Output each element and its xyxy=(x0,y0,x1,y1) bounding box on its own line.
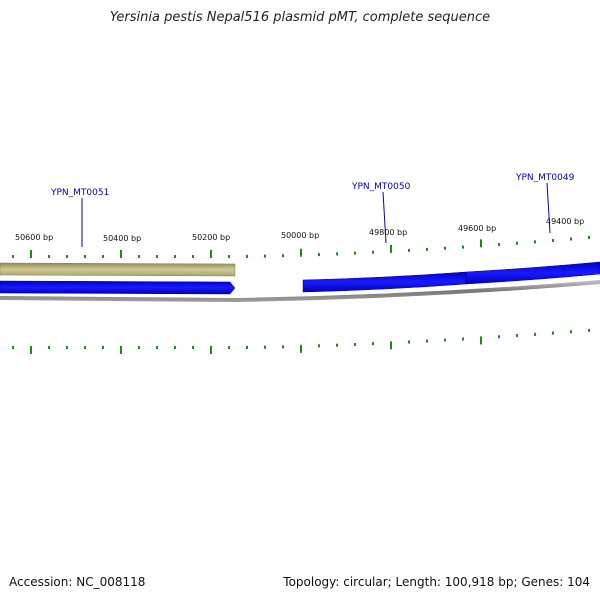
outer-tick xyxy=(534,240,536,244)
scale-label-50200: 50200 bp xyxy=(192,233,230,242)
gene-label-ypn-mt0051[interactable]: YPN_MT0051 xyxy=(50,188,109,198)
gene-label-ypn-mt0050[interactable]: YPN_MT0050 xyxy=(351,182,411,192)
outer-tick xyxy=(336,252,338,256)
topology-summary: Topology: circular; Length: 100,918 bp; … xyxy=(283,575,590,589)
outer-tick xyxy=(408,248,410,252)
map-title: Yersinia pestis Nepal516 plasmid pMT, co… xyxy=(109,10,491,25)
inner-tick xyxy=(318,344,320,348)
inner-tick xyxy=(102,346,104,349)
inner-tick xyxy=(480,336,482,345)
inner-tick xyxy=(336,343,338,347)
outer-tick xyxy=(462,245,464,249)
inner-tick xyxy=(84,346,86,349)
accession-text: Accession: NC_008118 xyxy=(9,575,146,589)
inner-tick xyxy=(174,346,176,349)
outer-tick xyxy=(192,255,194,258)
inner-tick xyxy=(408,340,410,344)
outer-tick xyxy=(570,237,572,241)
inner-scale-ticks xyxy=(12,328,590,354)
gene-arrow-ypn-mt0050[interactable] xyxy=(302,271,467,293)
inner-tick xyxy=(246,345,248,349)
inner-tick xyxy=(444,338,446,342)
outer-tick xyxy=(498,243,500,247)
scale-label-50000: 50000 bp xyxy=(281,231,319,240)
outer-scale-ticks xyxy=(12,235,590,258)
outer-tick xyxy=(516,241,518,245)
scale-label-49400: 49400 bp xyxy=(546,217,584,226)
inner-tick xyxy=(66,346,68,349)
outer-tick xyxy=(480,239,482,248)
inner-tick xyxy=(588,328,590,332)
inner-tick xyxy=(12,346,14,349)
gene-callout-ypn-mt0049 xyxy=(546,182,551,234)
outer-tick xyxy=(552,238,554,242)
scale-label-50400: 50400 bp xyxy=(103,234,141,243)
other-feature-band[interactable] xyxy=(0,262,236,277)
scale-label-50600: 50600 bp xyxy=(15,233,53,242)
outer-tick xyxy=(318,253,320,257)
inner-tick xyxy=(552,331,554,335)
scale-label-49600: 49600 bp xyxy=(458,224,496,233)
gene-label-ypn-mt0049[interactable]: YPN_MT0049 xyxy=(515,173,575,183)
outer-tick xyxy=(588,235,590,239)
outer-tick xyxy=(174,255,176,258)
outer-tick xyxy=(354,251,356,255)
outer-tick xyxy=(390,244,392,253)
inner-tick xyxy=(570,330,572,334)
scale-label-49800: 49800 bp xyxy=(369,228,407,237)
plasmid-backbone xyxy=(0,280,600,303)
outer-tick xyxy=(84,255,86,258)
inner-tick xyxy=(48,346,50,349)
outer-tick xyxy=(372,250,374,254)
outer-tick xyxy=(12,255,14,258)
inner-tick xyxy=(156,346,158,349)
outer-tick xyxy=(210,250,212,258)
outer-tick xyxy=(246,254,248,258)
outer-tick xyxy=(426,247,428,251)
inner-tick xyxy=(192,346,194,349)
inner-tick xyxy=(282,345,284,349)
inner-tick xyxy=(300,344,302,353)
inner-tick xyxy=(228,346,230,349)
gene-arrow-ypn-mt0051[interactable] xyxy=(0,280,236,295)
gene-callout-ypn-mt0050 xyxy=(382,191,387,244)
inner-tick xyxy=(372,342,374,346)
inner-tick xyxy=(138,346,140,349)
outer-tick xyxy=(282,254,284,258)
outer-tick xyxy=(444,246,446,250)
outer-tick xyxy=(156,255,158,258)
outer-tick xyxy=(138,255,140,258)
gene-arrow-ypn-mt0049[interactable] xyxy=(465,261,600,285)
outer-tick xyxy=(264,254,266,258)
outer-tick xyxy=(120,250,122,258)
outer-tick xyxy=(102,255,104,258)
inner-tick xyxy=(498,335,500,339)
outer-tick xyxy=(300,248,302,257)
inner-tick xyxy=(516,334,518,338)
inner-tick xyxy=(30,346,32,354)
inner-tick xyxy=(354,342,356,346)
inner-tick xyxy=(120,346,122,354)
inner-tick xyxy=(390,341,392,350)
inner-tick xyxy=(210,346,212,354)
outer-tick xyxy=(48,255,50,258)
outer-tick xyxy=(66,255,68,258)
outer-tick xyxy=(228,255,230,258)
inner-tick xyxy=(534,332,536,336)
inner-tick xyxy=(426,339,428,343)
outer-tick xyxy=(30,250,32,258)
inner-tick xyxy=(462,337,464,341)
inner-tick xyxy=(264,345,266,349)
